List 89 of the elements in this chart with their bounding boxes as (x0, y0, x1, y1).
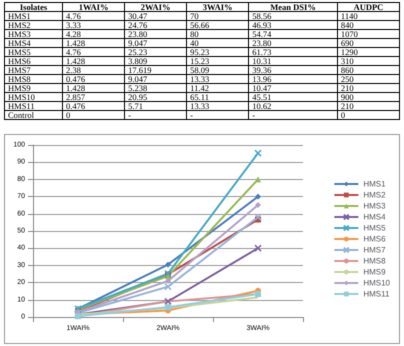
text: HMS7 (4, 65, 63, 75)
text: HMS1 (4, 11, 63, 21)
text: - (124, 110, 187, 120)
text: 3WAI% (186, 2, 249, 12)
text: 10.62 (248, 101, 338, 111)
legend-label: HMS10 (363, 278, 391, 288)
text: 39.36 (248, 65, 338, 75)
legend-label: HMS6 (363, 234, 386, 244)
text: 860 (337, 65, 400, 75)
text: 13.33 (186, 101, 249, 111)
text: 45.51 (248, 92, 338, 102)
text: 23.80 (124, 29, 187, 39)
text: 840 (337, 20, 400, 30)
legend-label: HMS11 (363, 290, 390, 298)
text: 95.23 (186, 47, 249, 57)
text: 54.74 (248, 29, 338, 39)
text: 25.23 (124, 47, 187, 57)
text: 3.33 (62, 20, 125, 30)
text: HMS4 (4, 38, 63, 48)
legend-label: HMS5 (363, 224, 386, 232)
text: AUDPC (337, 2, 400, 12)
text: 0 (337, 110, 400, 120)
text: - (186, 110, 249, 120)
text: HMS11 (4, 101, 63, 111)
text: HMS8 (4, 74, 63, 84)
text: 4.76 (62, 47, 125, 57)
text: 250 (337, 74, 400, 84)
text: 10.31 (248, 56, 338, 66)
text: 9.047 (124, 38, 187, 48)
text: 10.47 (248, 83, 338, 93)
text: 3.809 (124, 56, 187, 66)
text: 1.428 (62, 56, 125, 66)
text: 1140 (337, 11, 400, 21)
legend-label: HMS7 (363, 246, 386, 254)
text: HMS6 (4, 56, 63, 66)
text: 58.09 (186, 65, 249, 75)
text: 24.76 (124, 20, 187, 30)
text: 1.428 (62, 38, 125, 48)
text: HMS9 (4, 83, 63, 93)
text: 2.38 (62, 65, 125, 75)
text: 2.857 (62, 92, 125, 102)
text: 9.047 (124, 74, 187, 84)
legend-label: HMS9 (363, 268, 386, 276)
legend-label: HMS8 (363, 256, 386, 266)
text: 17.619 (124, 65, 187, 75)
text: 4.28 (62, 29, 125, 39)
text: 15.23 (186, 56, 249, 66)
text: 13.33 (186, 74, 249, 84)
text: 70 (186, 11, 249, 21)
legend-label: HMS4 (363, 212, 386, 222)
text: 61.73 (248, 47, 338, 57)
text: 1070 (337, 29, 400, 39)
text: 65.11 (186, 92, 249, 102)
text: 40 (186, 38, 249, 48)
text: 310 (337, 56, 400, 66)
text: HMS2 (4, 20, 63, 30)
text: Mean DSI% (248, 2, 338, 12)
text: HMS5 (4, 47, 63, 57)
text: 80 (186, 29, 249, 39)
text: 210 (337, 101, 400, 111)
text: 13.96 (248, 74, 338, 84)
legend-label: HMS1 (363, 180, 386, 188)
text: 1WAI% (62, 2, 125, 12)
text: HMS3 (4, 29, 63, 39)
text: 4.76 (62, 11, 125, 21)
text: 2WAI% (124, 2, 187, 12)
text: Control (4, 110, 63, 120)
text: 56.66 (186, 20, 249, 30)
text: 690 (337, 38, 400, 48)
text: - (248, 110, 338, 120)
text: 5.238 (124, 83, 187, 93)
text: 30.47 (124, 11, 187, 21)
text: 210 (337, 83, 400, 93)
text: 11.42 (186, 83, 249, 93)
legend-label: HMS3 (363, 202, 386, 210)
text: 20.95 (124, 92, 187, 102)
text: 58.56 (248, 11, 338, 21)
text: Isolates (4, 2, 63, 12)
text: 0.476 (62, 74, 125, 84)
text: 5.71 (124, 101, 187, 111)
text: HMS10 (4, 92, 63, 102)
text: 23.80 (248, 38, 338, 48)
text: 0 (62, 110, 125, 120)
text: 0.476 (62, 101, 125, 111)
text: 46.93 (248, 20, 338, 30)
text: 900 (337, 92, 400, 102)
text: 1290 (337, 47, 400, 57)
legend-label: HMS2 (363, 190, 386, 200)
text: 1.428 (62, 83, 125, 93)
